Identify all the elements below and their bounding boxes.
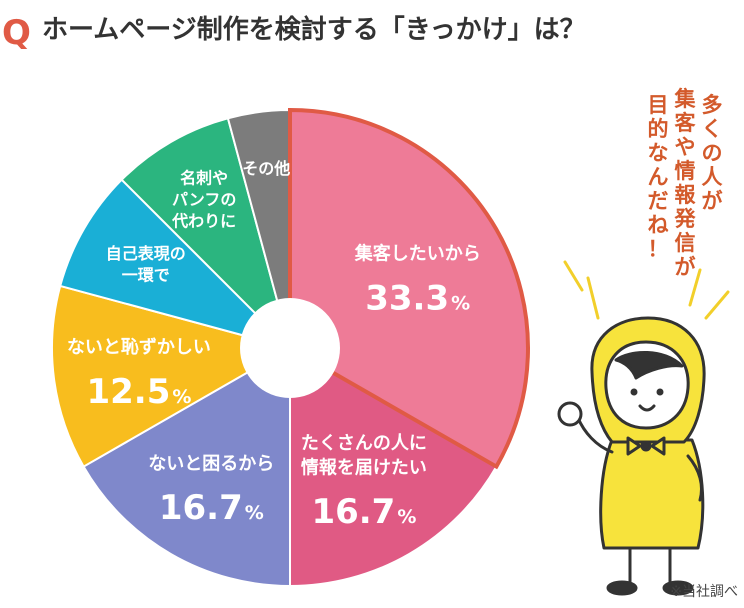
slice-label: 自己表現の (106, 244, 186, 263)
pie-slice (51, 284, 293, 468)
slice-label: ないと困るから (148, 453, 274, 474)
source-note: ※当社調べ (670, 584, 738, 600)
slice-label: たくさんの人に (301, 433, 427, 454)
pie-center-hole (240, 298, 340, 398)
slice-value: 12.5% (86, 372, 191, 412)
pie-slice (82, 346, 291, 588)
pie-slices (51, 108, 529, 588)
slice-label: 一環で (122, 266, 170, 285)
pie-slice (289, 346, 498, 588)
slice-label: 情報を届けたい (301, 456, 427, 478)
callout-line: 集客や情報発信が (674, 87, 697, 279)
emphasis-strokes (563, 260, 730, 320)
pie-slice (59, 178, 294, 350)
callout-line: 多くの人が (702, 93, 723, 213)
slice-value: 16.7% (311, 492, 416, 532)
slice-label: 代わりに (171, 211, 236, 230)
chart-title: ホームページ制作を検討する「きっかけ」は？ (42, 14, 586, 45)
pie-slice (120, 117, 292, 352)
slice-label: パンフの (172, 190, 236, 209)
slice-label: その他 (242, 159, 290, 178)
slice-value: 16.7% (159, 488, 264, 528)
pie-slice-highlight-outline (288, 107, 530, 470)
raincoat-child-illustration (557, 316, 706, 596)
slice-label: 集客したいから (354, 243, 481, 265)
slice-label: ないと恥ずかしい (67, 337, 211, 358)
callout-line: 目的なんだね！ (648, 93, 669, 261)
slice-label: 名刺や (180, 168, 228, 187)
question-mark-q: Q (2, 13, 31, 53)
slice-value: 33.3% (365, 278, 470, 318)
pie-highlight (288, 107, 530, 470)
